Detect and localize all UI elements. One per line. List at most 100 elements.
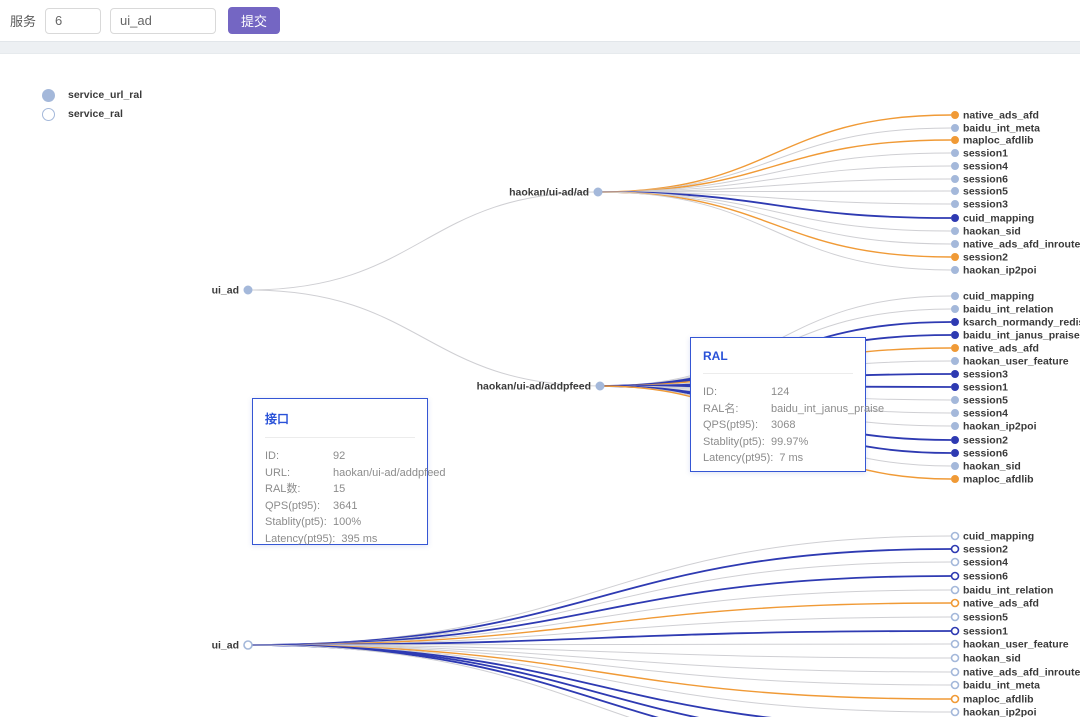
leaf-node-dot[interactable] bbox=[951, 318, 959, 326]
leaf-node-dot[interactable] bbox=[950, 667, 960, 677]
leaf-node-label: session4 bbox=[963, 557, 1008, 569]
tree-edge bbox=[247, 561, 952, 646]
leaf-node-dot[interactable] bbox=[951, 383, 959, 391]
leaf-node-dot[interactable] bbox=[951, 214, 959, 222]
service-id-input[interactable] bbox=[45, 7, 102, 34]
leaf-node-dot[interactable] bbox=[950, 653, 960, 663]
leaf-node-label: baidu_int_janus_praise bbox=[963, 330, 1080, 342]
tooltip-row: RAL数: 15 bbox=[265, 481, 415, 498]
leaf-node-label: session1 bbox=[963, 626, 1008, 638]
leaf-node-label: session1 bbox=[963, 382, 1008, 394]
tooltip-row-label: RAL名: bbox=[703, 402, 739, 415]
leaf-node-dot[interactable] bbox=[951, 200, 959, 208]
leaf-node-dot[interactable] bbox=[951, 149, 959, 157]
leaf-node-dot[interactable] bbox=[951, 357, 959, 365]
leaf-node-dot[interactable] bbox=[950, 598, 960, 608]
leaf-node-dot[interactable] bbox=[951, 305, 959, 313]
tree-edge bbox=[597, 191, 952, 245]
leaf-node-label: native_ads_afd_inrouter bbox=[963, 239, 1080, 251]
leaf-node-label: native_ads_afd bbox=[963, 343, 1039, 355]
leaf-node-dot[interactable] bbox=[951, 292, 959, 300]
leaf-node-label: session5 bbox=[963, 395, 1008, 407]
leaf-node-dot[interactable] bbox=[950, 612, 960, 622]
tooltip-row-value: 100% bbox=[333, 516, 362, 528]
leaf-node-dot[interactable] bbox=[951, 240, 959, 248]
leaf-node-dot[interactable] bbox=[951, 462, 959, 470]
leaf-node-dot[interactable] bbox=[950, 585, 960, 595]
legend-hollow-circle-icon bbox=[42, 107, 55, 121]
tree-edge bbox=[597, 191, 952, 232]
leaf-node-dot[interactable] bbox=[950, 707, 960, 717]
leaf-node-label: session6 bbox=[963, 174, 1008, 186]
tooltip-row-label: ID: bbox=[703, 386, 718, 398]
leaf-node-label: session2 bbox=[963, 544, 1008, 556]
leaf-node-dot[interactable] bbox=[951, 370, 959, 378]
leaf-node-dot[interactable] bbox=[950, 639, 960, 649]
tooltip-row-label: QPS(pt95): bbox=[265, 499, 321, 512]
leaf-node-dot[interactable] bbox=[950, 544, 960, 554]
tree-edge bbox=[597, 191, 952, 271]
leaf-node-label: session2 bbox=[963, 252, 1008, 264]
tooltip-row-value: 92 bbox=[333, 450, 346, 462]
tooltip-row-label: Latency(pt95): bbox=[703, 452, 774, 464]
leaf-node-label: baidu_int_relation bbox=[963, 304, 1053, 316]
legend-item-service_url_ral[interactable]: service_url_ral bbox=[42, 88, 142, 102]
tree-edge bbox=[247, 575, 952, 646]
legend-filled-circle-icon bbox=[42, 88, 55, 102]
tree-edge bbox=[247, 644, 772, 717]
leaf-node-dot[interactable] bbox=[950, 626, 960, 636]
leaf-node-dot[interactable] bbox=[951, 266, 959, 274]
leaf-node-dot[interactable] bbox=[951, 436, 959, 444]
leaf-node-dot[interactable] bbox=[950, 571, 960, 581]
leaf-node-dot[interactable] bbox=[951, 124, 959, 132]
tooltip-row: ID: 92 bbox=[265, 448, 415, 465]
leaf-node-label: haokan_sid bbox=[963, 226, 1021, 238]
leaf-node-label: haokan_sid bbox=[963, 653, 1021, 665]
leaf-node-dot[interactable] bbox=[951, 187, 959, 195]
submit-button[interactable]: 提交 bbox=[228, 7, 281, 34]
tree-root-dot[interactable] bbox=[243, 640, 253, 650]
leaf-node-dot[interactable] bbox=[951, 175, 959, 183]
leaf-node-dot[interactable] bbox=[951, 253, 959, 261]
tree-edge bbox=[247, 644, 952, 713]
leaf-node-dot[interactable] bbox=[951, 136, 959, 144]
leaf-node-label: session5 bbox=[963, 612, 1008, 624]
tree-root-dot[interactable] bbox=[243, 285, 253, 295]
leaf-node-label: baidu_int_relation bbox=[963, 585, 1053, 597]
tooltip-row-value: 395 ms bbox=[341, 532, 378, 545]
tree-edge bbox=[247, 644, 700, 717]
leaf-node-label: session3 bbox=[963, 199, 1008, 211]
leaf-node-dot[interactable] bbox=[950, 531, 960, 541]
tooltip-row: QPS(pt95): 3641 bbox=[265, 498, 415, 515]
leaf-node-dot[interactable] bbox=[950, 680, 960, 690]
legend-item-service_ral[interactable]: service_ral bbox=[42, 107, 142, 121]
leaf-node-dot[interactable] bbox=[951, 344, 959, 352]
service-name-input[interactable] bbox=[110, 7, 217, 34]
tooltip-row-label: URL: bbox=[265, 466, 291, 479]
leaf-node-dot[interactable] bbox=[951, 422, 959, 430]
leaf-node-dot[interactable] bbox=[951, 409, 959, 417]
tooltip-row-value: 99.97% bbox=[771, 435, 809, 448]
leaf-node-dot[interactable] bbox=[950, 694, 960, 704]
leaf-node-label: baidu_int_meta bbox=[963, 680, 1040, 692]
leaf-node-dot[interactable] bbox=[951, 162, 959, 170]
tooltip-row-label: Stablity(pt5): bbox=[265, 516, 327, 528]
leaf-node-dot[interactable] bbox=[951, 396, 959, 404]
tree-edge bbox=[597, 165, 952, 193]
leaf-node-dot[interactable] bbox=[951, 449, 959, 457]
tree-edge bbox=[247, 644, 952, 686]
service-field-label: 服务 bbox=[10, 14, 37, 29]
tooltip-row-value: baidu_int_janus_praise bbox=[771, 402, 885, 415]
tree-node-dot[interactable] bbox=[595, 381, 605, 391]
tooltip-row: RAL名: baidu_int_janus_praise bbox=[703, 401, 884, 418]
legend-label: service_url_ral bbox=[68, 89, 143, 101]
leaf-node-dot[interactable] bbox=[951, 111, 959, 119]
tree-edge bbox=[597, 191, 952, 258]
tree-edge bbox=[247, 548, 952, 646]
leaf-node-dot[interactable] bbox=[951, 331, 959, 339]
tree-node-dot[interactable] bbox=[593, 187, 603, 197]
leaf-node-dot[interactable] bbox=[951, 227, 959, 235]
leaf-node-dot[interactable] bbox=[951, 475, 959, 483]
leaf-node-dot[interactable] bbox=[950, 557, 960, 567]
